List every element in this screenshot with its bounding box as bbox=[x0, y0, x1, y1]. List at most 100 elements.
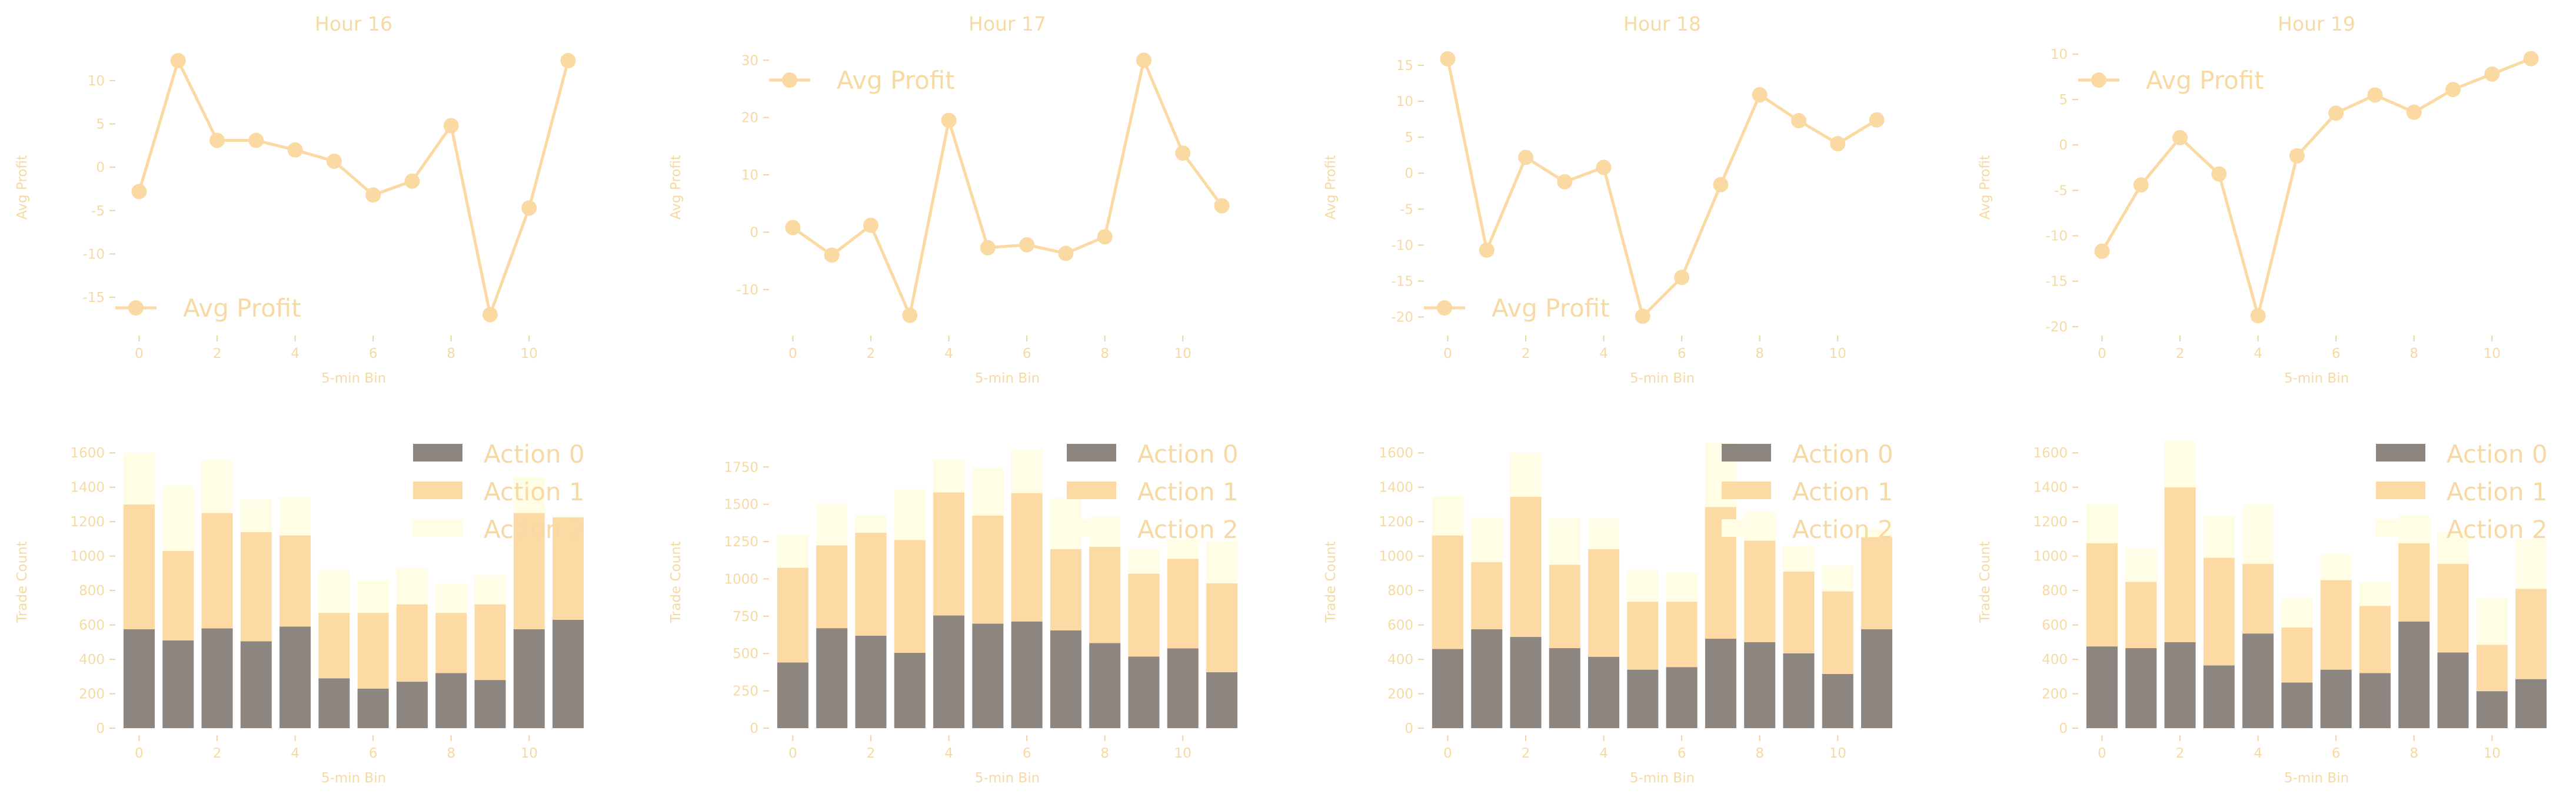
bar-action-2 bbox=[435, 583, 467, 613]
bar-action-1 bbox=[1666, 602, 1698, 668]
legend-label: Avg Profit bbox=[837, 66, 955, 95]
bar-action-0 bbox=[1167, 648, 1199, 728]
y-tick-label: 0 bbox=[750, 721, 758, 736]
y-tick-label: -15 bbox=[82, 290, 105, 306]
bar-chart-6: 0 200 400 600 800 1000 1200 1400 1600 0 2 4 6 8 10 5-mi… bbox=[1323, 440, 1893, 786]
bar-action-2 bbox=[2242, 504, 2274, 564]
bar-action-0 bbox=[1744, 642, 1776, 728]
bar-action-1 bbox=[2437, 563, 2469, 653]
legend: Avg Profit bbox=[2078, 66, 2264, 95]
data-point bbox=[2328, 105, 2344, 121]
data-point bbox=[1479, 242, 1495, 258]
bar-action-0 bbox=[123, 629, 155, 728]
bar-action-0 bbox=[1705, 638, 1736, 728]
legend-label: Action 2 bbox=[1792, 515, 1893, 544]
bar-action-0 bbox=[396, 682, 428, 728]
x-tick-label: 2 bbox=[2176, 346, 2185, 361]
bar-action-0 bbox=[816, 628, 848, 728]
bar-action-1 bbox=[816, 545, 848, 629]
line-chart-3: Hour 19 -20 -15 -10 -5 0 5 10 0 2 4 6 8 10 5-min Bin Av… bbox=[1978, 12, 2539, 386]
bar-action-2 bbox=[1510, 453, 1542, 497]
legend-label: Action 2 bbox=[2447, 515, 2548, 544]
x-tick-label: 4 bbox=[944, 346, 953, 361]
bar-action-2 bbox=[972, 467, 1004, 516]
y-tick-label: 200 bbox=[2042, 687, 2068, 702]
bar-action-2 bbox=[1861, 528, 1893, 537]
x-tick-label: 10 bbox=[521, 346, 538, 361]
data-point bbox=[1097, 229, 1113, 245]
legend-swatch bbox=[1722, 444, 1771, 462]
data-point bbox=[2445, 82, 2461, 98]
data-point bbox=[287, 142, 303, 158]
y-tick-label: 800 bbox=[1387, 583, 1413, 599]
x-tick-label: 6 bbox=[1023, 346, 1031, 361]
y-tick-label: 1600 bbox=[70, 446, 105, 461]
legend-swatch bbox=[1067, 444, 1116, 462]
y-axis-label: Trade Count bbox=[1323, 541, 1339, 623]
legend: Action 0 Action 1 Action 2 bbox=[1722, 440, 1893, 544]
y-axis-label: Avg Profit bbox=[1323, 155, 1339, 220]
data-point bbox=[2172, 130, 2188, 145]
y-tick-label: 20 bbox=[741, 111, 758, 126]
bar-action-2 bbox=[2437, 532, 2469, 564]
bar-action-0 bbox=[2086, 646, 2118, 728]
bar-action-1 bbox=[1822, 591, 1853, 674]
bar-action-2 bbox=[318, 570, 350, 613]
y-tick-label: 600 bbox=[1387, 618, 1413, 633]
bar-action-1 bbox=[2320, 580, 2352, 670]
bar-action-2 bbox=[2476, 598, 2508, 645]
y-tick-label: 750 bbox=[733, 609, 758, 625]
data-point bbox=[1596, 160, 1612, 175]
legend-label: Avg Profit bbox=[183, 294, 301, 323]
legend-swatch bbox=[1067, 482, 1116, 499]
bar-action-0 bbox=[972, 623, 1004, 728]
y-tick-label: 5 bbox=[96, 117, 105, 132]
y-tick-label: 500 bbox=[733, 646, 758, 662]
bar-action-0 bbox=[1549, 648, 1580, 728]
data-point bbox=[824, 247, 840, 263]
y-axis-label: Avg Profit bbox=[668, 155, 684, 220]
data-point bbox=[248, 132, 264, 148]
bar-action-0 bbox=[435, 673, 467, 728]
bar-action-2 bbox=[123, 453, 155, 504]
bar-action-1 bbox=[1128, 573, 1160, 657]
bar-action-2 bbox=[1206, 542, 1238, 584]
x-tick-label: 2 bbox=[1522, 746, 1530, 761]
bar-action-0 bbox=[2242, 633, 2274, 728]
data-point bbox=[1019, 237, 1035, 253]
data-point bbox=[2484, 66, 2500, 82]
bar-action-2 bbox=[1549, 518, 1580, 565]
x-tick-label: 10 bbox=[1829, 346, 1846, 361]
legend-marker bbox=[128, 300, 144, 316]
x-tick-label: 4 bbox=[2254, 346, 2262, 361]
bar-action-2 bbox=[894, 489, 926, 540]
data-point bbox=[404, 173, 420, 189]
x-tick-label: 0 bbox=[788, 746, 797, 761]
data-point bbox=[785, 220, 801, 235]
bar-action-0 bbox=[2476, 691, 2508, 728]
bar-chart-5: 0 250 500 750 1000 1250 1500 1750 0 2 4 6 8 10 5-min B… bbox=[668, 440, 1239, 786]
x-tick-label: 6 bbox=[369, 346, 378, 361]
bar-action-2 bbox=[2125, 548, 2157, 582]
x-axis-label: 5-min Bin bbox=[1630, 371, 1695, 386]
line-chart-1: Hour 17 -10 0 10 20 30 0 2 4 6 8 10 5-min Bin Avg Pro… bbox=[668, 12, 1230, 386]
bar-action-1 bbox=[1588, 549, 1620, 657]
legend-swatch bbox=[413, 482, 462, 499]
bar-action-1 bbox=[357, 613, 389, 689]
bar-action-1 bbox=[1510, 496, 1542, 638]
bar-action-2 bbox=[240, 499, 272, 532]
y-tick-label: -10 bbox=[736, 283, 758, 298]
x-tick-label: 0 bbox=[135, 746, 144, 761]
bar-action-1 bbox=[2398, 543, 2430, 622]
x-tick-label: 10 bbox=[1174, 346, 1192, 361]
legend: Action 0 Action 1 Action 2 bbox=[2376, 440, 2548, 544]
bar-action-0 bbox=[1128, 656, 1160, 728]
x-tick-label: 0 bbox=[788, 346, 797, 361]
bar-action-2 bbox=[1783, 546, 1815, 572]
y-tick-label: 10 bbox=[88, 74, 105, 89]
bar-action-2 bbox=[553, 515, 584, 517]
data-point bbox=[1518, 150, 1534, 165]
y-tick-label: 1400 bbox=[70, 480, 105, 496]
bar-action-0 bbox=[201, 628, 233, 728]
y-tick-label: -10 bbox=[82, 247, 105, 262]
